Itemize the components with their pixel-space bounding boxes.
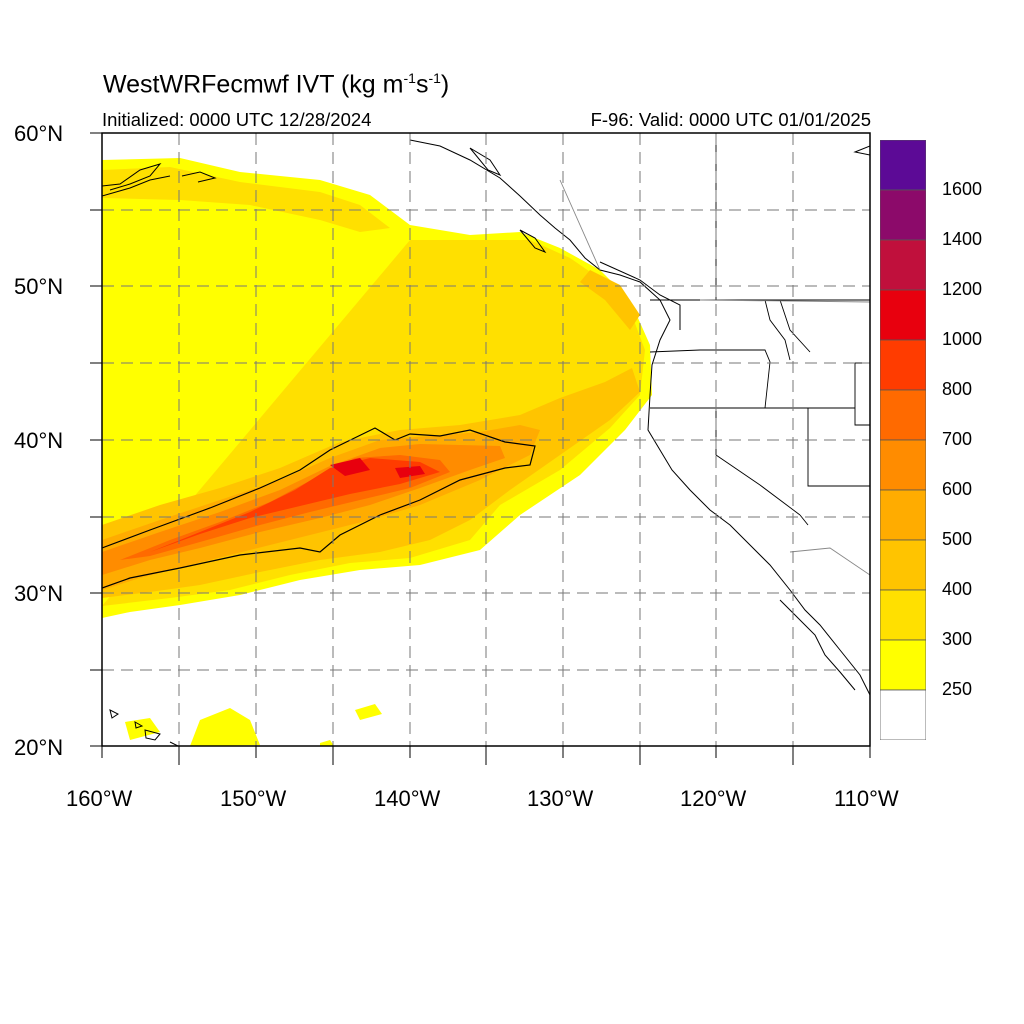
lon-label-130w: 130°W [527, 786, 594, 811]
lat-label-60n: 60°N [14, 121, 64, 146]
colorbar-label: 1600 [942, 179, 983, 199]
lat-label-30n: 30°N [14, 581, 64, 606]
colorbar-swatch [880, 689, 926, 740]
valid-time-label: F-96: Valid: 0000 UTC 01/01/2025 [590, 109, 871, 130]
colorbar-swatch [880, 489, 926, 541]
colorbar-label: 1200 [942, 279, 983, 299]
colorbar-swatch [880, 389, 926, 441]
colorbar-swatch [880, 289, 926, 341]
colorbar-label: 800 [942, 379, 973, 399]
colorbar-label: 400 [942, 579, 973, 599]
colorbar-swatch [880, 189, 926, 241]
colorbar-label: 1400 [942, 229, 983, 249]
map-title: WestWRFecmwf IVT (kg m-1s-1) [103, 70, 450, 99]
lat-lon-grid [102, 133, 870, 746]
colorbar-swatch [880, 589, 926, 641]
lat-label-40n: 40°N [14, 428, 64, 453]
colorbar-label: 700 [942, 429, 973, 449]
colorbar-swatch [880, 439, 926, 491]
lon-label-140w: 140°W [374, 786, 441, 811]
colorbar-label: 600 [942, 479, 973, 499]
colorbar [880, 140, 926, 740]
lon-label-120w: 120°W [680, 786, 747, 811]
colorbar-swatch [880, 239, 926, 291]
lon-label-150w: 150°W [220, 786, 287, 811]
lat-label-50n: 50°N [14, 274, 64, 299]
colorbar-label: 1000 [942, 329, 983, 349]
colorbar-swatch [880, 140, 926, 191]
colorbar-label: 500 [942, 529, 973, 549]
colorbar-swatch [880, 639, 926, 691]
colorbar-label: 250 [942, 679, 973, 699]
ivt-shading [102, 133, 870, 746]
lat-label-20n: 20°N [14, 735, 64, 760]
lon-label-110w: 110°W [834, 786, 899, 811]
init-time-label: Initialized: 0000 UTC 12/28/2024 [102, 109, 372, 130]
colorbar-label: 300 [942, 629, 973, 649]
lon-label-160w: 160°W [66, 786, 133, 811]
colorbar-swatch [880, 539, 926, 591]
axis-ticks [90, 132, 871, 765]
colorbar-swatch [880, 339, 926, 391]
